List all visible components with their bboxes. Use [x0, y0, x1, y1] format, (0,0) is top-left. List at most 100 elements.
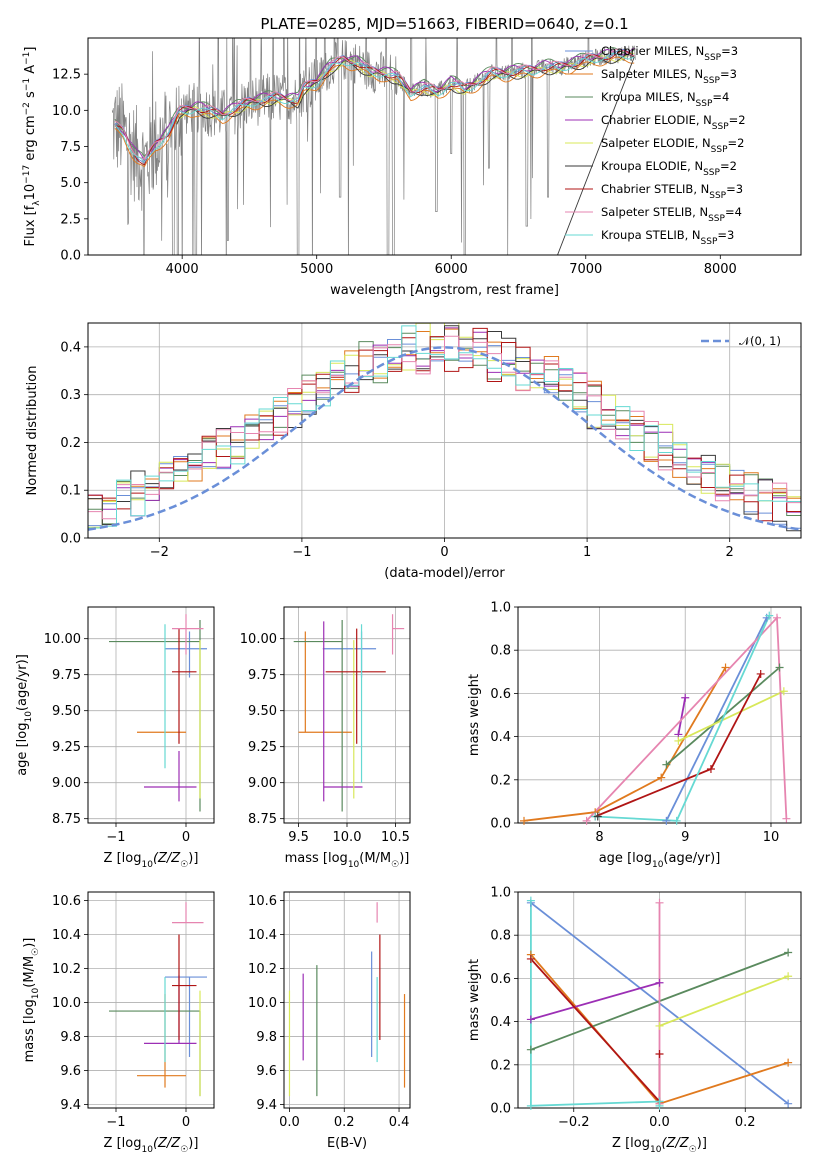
- y-tick-label: 10.2: [52, 962, 81, 977]
- legend-entry: Salpeter MILES, NSSP=3: [601, 67, 737, 86]
- y-tick-label: 9.00: [52, 776, 81, 791]
- y-tick-label: 10.00: [44, 632, 81, 647]
- y-tick-label: 0.8: [490, 929, 511, 944]
- y-axis-label: mass weight: [467, 674, 482, 756]
- plot-area: [109, 614, 207, 812]
- gaussian-curve: [88, 346, 801, 531]
- x-tick-label: 0.4: [389, 1115, 410, 1130]
- mass-vs-metallicity-panel: −1 0 9.4 9.6 9.8 10.0 10.2 10.4 10.6 Z [log10(Z/Z…: [22, 891, 215, 1155]
- mass-weight-marker: [784, 1099, 793, 1108]
- x-axis-label: Z [log10(Z/Z☉)]: [104, 1136, 199, 1155]
- x-tick-label: 0.2: [735, 1115, 756, 1130]
- y-tick-label: 8.75: [248, 812, 277, 827]
- x-axis-label: (data-model)/error: [384, 566, 505, 581]
- legend-entry: Chabrier MILES, NSSP=3: [601, 44, 738, 63]
- y-tick-label: 1.0: [490, 886, 511, 901]
- mass-weight-marker: [657, 773, 666, 782]
- legend-entry: 𝒩(0, 1): [739, 334, 781, 348]
- plot-area: [530, 900, 789, 1107]
- mass-vs-ebv-panel: 0.0 0.2 0.4 9.4 9.6 9.8 10.0 10.2 10.4 10.6 E(B-V): [248, 891, 411, 1151]
- legend-entry: Kroupa MILES, NSSP=4: [601, 90, 729, 109]
- mass-weight-marker: [526, 1101, 535, 1110]
- y-tick-label: 1.0: [490, 601, 511, 616]
- x-tick-label: 2: [726, 545, 734, 560]
- mass-weight-marker: [526, 1045, 535, 1054]
- x-tick-label: 0: [182, 1115, 190, 1130]
- x-tick-label: 9.5: [288, 830, 309, 845]
- y-tick-label: 0.1: [60, 484, 81, 499]
- y-tick-label: 0.2: [490, 1058, 511, 1073]
- mass-weight-marker: [765, 611, 774, 620]
- y-tick-label: 9.8: [256, 1030, 277, 1045]
- y-tick-label: 0.0: [490, 817, 511, 832]
- x-tick-label: 6000: [435, 262, 468, 277]
- mass-weight-marker: [655, 1101, 664, 1110]
- mass-weight-marker: [655, 1021, 664, 1030]
- model-spectrum-line: [176, 54, 635, 255]
- y-tick-label: 9.6: [256, 1064, 277, 1079]
- mass-weight-marker: [662, 760, 671, 769]
- x-tick-label: 4000: [166, 262, 199, 277]
- mass-weight-marker: [593, 812, 602, 821]
- mass-weight-marker: [782, 814, 791, 823]
- legend-entry: Kroupa ELODIE, NSSP=2: [601, 159, 737, 178]
- massweight-vs-age-panel: 8 9 10 0.0 0.2 0.4 0.6 0.8 1.0 age [log10(age/yr)…: [467, 601, 802, 870]
- plot-area: [111, 38, 636, 255]
- y-tick-label: 10.6: [248, 894, 277, 909]
- y-tick-label: 9.4: [60, 1098, 81, 1113]
- mass-weight-marker: [721, 663, 730, 672]
- mass-weight-line: [594, 673, 762, 818]
- mass-weight-marker: [526, 954, 535, 963]
- y-tick-label: 10.4: [248, 928, 277, 943]
- mass-weight-marker: [784, 1058, 793, 1067]
- mass-weight-line: [530, 958, 661, 1104]
- y-tick-label: 10.0: [52, 104, 81, 119]
- x-tick-label: 5000: [300, 262, 333, 277]
- x-tick-label: 0.0: [279, 1115, 300, 1130]
- mass-weight-line: [678, 690, 785, 742]
- axes-frame: [283, 891, 411, 1109]
- mass-weight-marker: [674, 736, 683, 745]
- x-tick-label: 8000: [704, 262, 737, 277]
- y-axis-label: Normed distribution: [25, 366, 40, 496]
- x-tick-label: 9: [681, 830, 689, 845]
- axes-frame: [87, 606, 215, 824]
- x-tick-label: 10.5: [381, 830, 410, 845]
- plot-area: [288, 902, 406, 1097]
- y-axis-label: mass [log10(M/M☉)]: [22, 938, 41, 1063]
- x-tick-label: 10: [763, 830, 780, 845]
- plot-area: [293, 614, 405, 812]
- y-axis-label: mass weight: [467, 959, 482, 1041]
- chart-title: PLATE=0285, MJD=51663, FIBERID=0640, z=0…: [260, 15, 628, 33]
- x-tick-label: 0: [440, 545, 448, 560]
- y-tick-label: 10.00: [240, 632, 277, 647]
- y-tick-label: 0.8: [490, 644, 511, 659]
- x-tick-label: −1: [106, 1115, 125, 1130]
- x-tick-label: −2: [150, 545, 169, 560]
- y-tick-label: 0.0: [60, 249, 81, 264]
- y-tick-label: 9.25: [248, 740, 277, 755]
- residuals-panel: −2 −1 0 1 2 0.0 0.1 0.2 0.3 0.4 (data-model)/error…: [25, 322, 802, 581]
- massweight-vs-metallicity-panel: −0.2 0.0 0.2 0.0 0.2 0.4 0.6 0.8 1.0 Z [log10(Z/Z…: [467, 886, 802, 1155]
- y-tick-label: 10.0: [248, 996, 277, 1011]
- observed-spectrum-line: [111, 38, 636, 255]
- x-tick-label: −0.2: [558, 1115, 590, 1130]
- mass-weight-marker: [662, 816, 671, 825]
- x-axis-label: E(B-V): [327, 1136, 367, 1151]
- axes-frame: [517, 606, 802, 824]
- legend-entry: Chabrier ELODIE, NSSP=2: [601, 113, 746, 132]
- y-axis-label: age [log10(age/yr)]: [15, 654, 34, 776]
- y-tick-label: 9.50: [52, 704, 81, 719]
- x-axis-label: mass [log10(M/M☉)]: [285, 851, 410, 870]
- legend-entry: Salpeter ELODIE, NSSP=2: [601, 136, 744, 155]
- y-tick-label: 10.6: [52, 894, 81, 909]
- y-tick-label: 0.3: [60, 388, 81, 403]
- age-vs-mass-panel: 9.5 10.0 10.5 8.75 9.00 9.25 9.50 9.75 10.00 mass…: [240, 606, 411, 870]
- spectrum-panel: 4000 5000 6000 7000 8000 0.0 2.5 5.0 7.5 10.0 12.5…: [22, 15, 802, 298]
- y-tick-label: 9.50: [248, 704, 277, 719]
- x-axis-label: wavelength [Angstrom, rest frame]: [330, 283, 559, 298]
- mass-weight-marker: [655, 1050, 664, 1058]
- model-spectrum-line: [114, 47, 635, 162]
- y-tick-label: 12.5: [52, 68, 81, 83]
- y-tick-label: 9.75: [52, 668, 81, 683]
